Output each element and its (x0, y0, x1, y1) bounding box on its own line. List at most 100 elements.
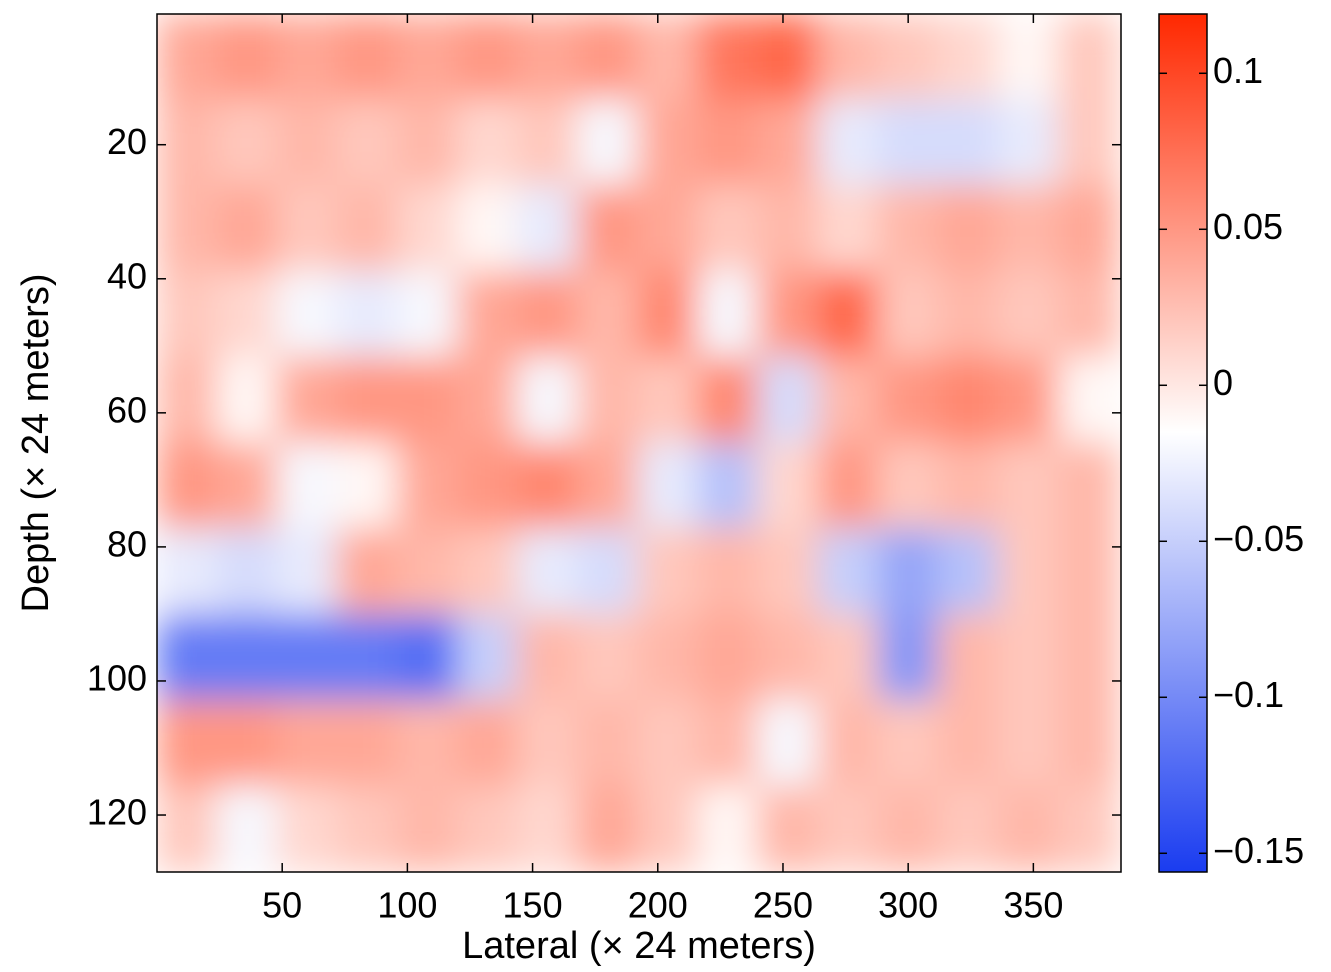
heatmap-cell (637, 185, 698, 272)
heatmap-cell (878, 528, 939, 615)
heatmap-cell (577, 185, 638, 272)
heatmap-cell (457, 99, 518, 186)
heatmap-cell (157, 14, 218, 101)
heatmap-cell (337, 99, 398, 186)
heatmap-cell (757, 14, 818, 101)
heatmap-cell (277, 443, 338, 530)
colorbar-tick-label: −0.1 (1213, 674, 1284, 715)
heatmap-cell (1058, 14, 1119, 101)
heatmap-cell (577, 700, 638, 787)
heatmap-cell (397, 271, 458, 358)
heatmap-cell (457, 528, 518, 615)
heatmap-cell (397, 99, 458, 186)
heatmap-cell (397, 700, 458, 787)
heatmap-cell (517, 528, 578, 615)
heatmap-cell (217, 528, 278, 615)
heatmap-cell (157, 700, 218, 787)
heatmap-cell (457, 14, 518, 101)
heatmap-cell (577, 357, 638, 444)
heatmap-cell (217, 185, 278, 272)
heatmap-cell (517, 700, 578, 787)
y-tick-label: 120 (87, 792, 147, 833)
heatmap-cell (998, 99, 1059, 186)
heatmap-cell (1058, 271, 1119, 358)
heatmap-cell (637, 357, 698, 444)
heatmap-cell (757, 700, 818, 787)
heatmap-cell (637, 614, 698, 701)
heatmap-cell (577, 528, 638, 615)
x-tick-label: 100 (377, 885, 437, 926)
y-tick-label: 80 (107, 523, 147, 564)
heatmap-cell (938, 786, 999, 873)
heatmap-cell (998, 614, 1059, 701)
heatmap-cell (217, 357, 278, 444)
heatmap-cell (577, 271, 638, 358)
heatmap-cell (938, 528, 999, 615)
x-axis-label: Lateral (× 24 meters) (462, 925, 816, 967)
y-tick-label: 20 (107, 121, 147, 162)
heatmap-cell (217, 99, 278, 186)
x-tick-label: 300 (878, 885, 938, 926)
y-tick-label: 60 (107, 389, 147, 430)
x-tick-label: 350 (1003, 885, 1063, 926)
heatmap-cell (1058, 99, 1119, 186)
heatmap-cell (697, 700, 758, 787)
heatmap-cell (637, 443, 698, 530)
heatmap-cell (818, 185, 879, 272)
heatmap-cell (217, 786, 278, 873)
plot-area (157, 14, 1119, 873)
heatmap-cell (397, 357, 458, 444)
heatmap-cell (517, 271, 578, 358)
colorbar-tick-label: 0.1 (1213, 50, 1263, 91)
heatmap-cell (517, 614, 578, 701)
heatmap-cell (157, 786, 218, 873)
heatmap-cell (697, 786, 758, 873)
heatmap-cell (697, 443, 758, 530)
heatmap-cell (697, 99, 758, 186)
heatmap-cell (217, 443, 278, 530)
heatmap-cell (457, 614, 518, 701)
heatmap-cell (397, 786, 458, 873)
heatmap-cell (277, 614, 338, 701)
heatmap-cell (397, 528, 458, 615)
heatmap-cell (818, 271, 879, 358)
heatmap-cell (457, 700, 518, 787)
colorbar-tick-label: 0.05 (1213, 206, 1283, 247)
heatmap-cell (637, 528, 698, 615)
heatmap-cell (337, 271, 398, 358)
heatmap-cell (878, 185, 939, 272)
y-tick-label: 40 (107, 255, 147, 296)
colorbar (1159, 14, 1207, 872)
heatmap-cell (577, 443, 638, 530)
heatmap-cell (157, 443, 218, 530)
heatmap-cell (757, 99, 818, 186)
heatmap-cell (337, 528, 398, 615)
heatmap-cell (517, 357, 578, 444)
heatmap-cell (878, 14, 939, 101)
heatmap-cell (457, 357, 518, 444)
heatmap-cell (938, 357, 999, 444)
heatmap-cell (577, 614, 638, 701)
heatmap-cell (337, 185, 398, 272)
x-tick-label: 50 (262, 885, 302, 926)
heatmap-cell (517, 443, 578, 530)
heatmap-cell (277, 786, 338, 873)
heatmap-cell (878, 443, 939, 530)
heatmap-cell (938, 14, 999, 101)
heatmap-cell (998, 185, 1059, 272)
heatmap-cell (697, 271, 758, 358)
heatmap-cell (818, 357, 879, 444)
heatmap-cell (1058, 528, 1119, 615)
heatmap-cell (818, 443, 879, 530)
heatmap-cell (998, 700, 1059, 787)
heatmap-cell (277, 185, 338, 272)
heatmap-cell (818, 528, 879, 615)
heatmap-cell (818, 99, 879, 186)
heatmap-cell (878, 271, 939, 358)
heatmap-cell (217, 614, 278, 701)
heatmap-cell (397, 443, 458, 530)
heatmap-cell (517, 786, 578, 873)
heatmap-cell (998, 357, 1059, 444)
heatmap-cell (217, 271, 278, 358)
